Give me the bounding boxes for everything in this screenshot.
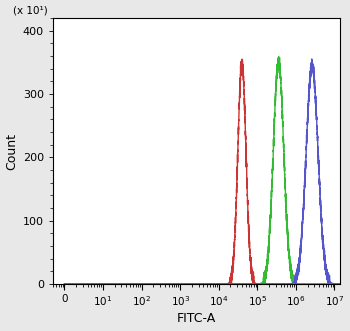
Text: (x 10¹): (x 10¹) bbox=[13, 5, 47, 16]
Y-axis label: Count: Count bbox=[6, 133, 19, 169]
X-axis label: FITC-A: FITC-A bbox=[177, 312, 216, 325]
